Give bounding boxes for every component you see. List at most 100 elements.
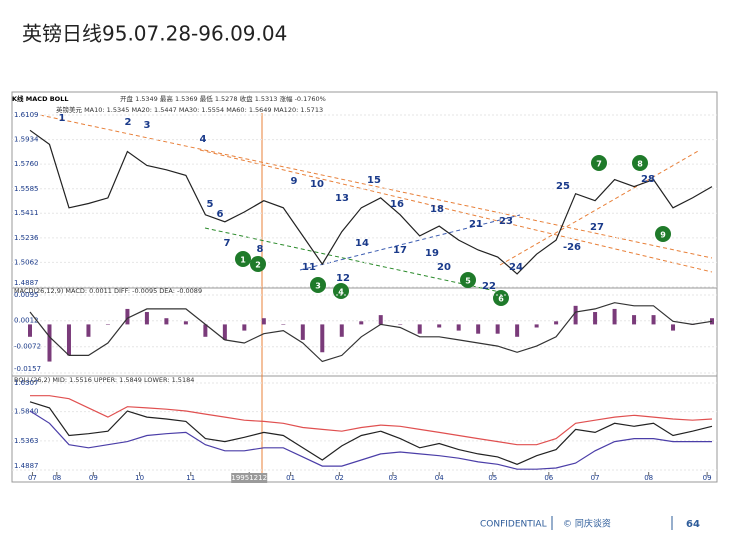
- page-number: 64: [686, 519, 700, 530]
- macd-bar: [222, 324, 227, 340]
- marker-circle: [310, 277, 326, 293]
- wave-label: 1: [59, 113, 66, 124]
- y-tick-label: 1.5411: [14, 209, 39, 217]
- plot: K线 MACD BOLL 开盘 1.5349 最高 1.5369 最低 1.527…: [12, 94, 717, 483]
- wave-label: 27: [590, 222, 604, 233]
- macd-bar: [671, 324, 676, 331]
- macd-bar: [593, 312, 598, 325]
- marker-label: 1: [240, 256, 246, 265]
- macd-bar: [476, 324, 481, 334]
- y-tick-label: 1.5760: [14, 160, 39, 168]
- wave-label: -26: [563, 242, 581, 253]
- y-tick-label: 1.5062: [14, 258, 39, 266]
- wave-label: 8: [257, 244, 264, 255]
- wave-label: 28: [641, 174, 655, 185]
- y-tick-label: -0.0157: [14, 365, 41, 373]
- marker-circle: [235, 251, 251, 267]
- footer-confidential: CONFIDENTIAL: [480, 520, 547, 530]
- wave-label: 22: [482, 281, 496, 292]
- macd-bar: [261, 318, 266, 325]
- marker-label: 7: [596, 160, 602, 169]
- wave-label: 2: [125, 117, 132, 128]
- wave-label: 7: [224, 238, 231, 249]
- wave-label: 21: [469, 219, 483, 230]
- x-tick-label: 01: [286, 474, 295, 482]
- y-tick-label: 0.0012: [14, 317, 39, 325]
- macd-bar: [183, 321, 188, 325]
- wave-label: 20: [437, 262, 451, 273]
- y-tick-label: -0.0072: [14, 343, 41, 351]
- macd-bar: [554, 321, 559, 325]
- macd-bar: [359, 321, 364, 325]
- panel-header: MACD(26,12,9) MACD: 0.0011 DIFF: -0.0095…: [14, 287, 202, 295]
- marker-circle: [655, 226, 671, 242]
- panel-header: 英镑美元 MA10: 1.5345 MA20: 1.5447 MA30: 1.5…: [56, 105, 323, 114]
- y-tick-label: 0.0095: [14, 291, 39, 299]
- x-tick-label: 05: [488, 474, 497, 482]
- footer-source: © 同庆谈资: [563, 518, 611, 530]
- wave-label: 23: [499, 216, 513, 227]
- macd-bar: [651, 315, 656, 325]
- marker-circle: [493, 290, 509, 306]
- marker-label: 9: [660, 231, 666, 240]
- macd-bar: [105, 324, 110, 325]
- x-tick-label: 07: [591, 474, 600, 482]
- wave-label: 10: [310, 179, 324, 190]
- x-tick-label: 06: [544, 474, 553, 482]
- macd-bar: [417, 324, 422, 334]
- marker-label: 8: [637, 160, 643, 169]
- x-tick-label: 09: [703, 474, 712, 482]
- macd-bar: [281, 324, 286, 325]
- wave-label: 4: [200, 134, 207, 145]
- y-tick-label: 1.4887: [14, 462, 39, 470]
- marker-label: 4: [338, 288, 344, 297]
- marker-label: 5: [465, 277, 471, 286]
- y-tick-label: 1.5585: [14, 185, 39, 193]
- macd-bar: [47, 324, 52, 362]
- x-tick-label: 07: [28, 474, 37, 482]
- marker-circle: [632, 155, 648, 171]
- date-highlight: [231, 473, 268, 483]
- y-tick-label: 1.5934: [14, 136, 39, 144]
- wave-label: 3: [144, 120, 151, 131]
- macd-bar: [164, 318, 169, 325]
- macd-bar: [612, 308, 617, 325]
- wave-label: 11: [302, 262, 316, 273]
- wave-label: 6: [217, 209, 224, 220]
- panel-header: BOLL(26,2) MID: 1.5516 UPPER: 1.5849 LOW…: [14, 376, 194, 384]
- wave-label: 12: [336, 273, 350, 284]
- y-tick-label: 1.5236: [14, 234, 39, 242]
- wave-label: 25: [556, 181, 570, 192]
- panel-header: K线 MACD BOLL: [12, 94, 69, 103]
- y-tick-label: 1.6109: [14, 111, 39, 119]
- x-tick-label: 10: [135, 474, 144, 482]
- macd-bar: [573, 305, 578, 325]
- y-tick-label: 1.6307: [14, 379, 39, 387]
- marker-circle: [591, 155, 607, 171]
- macd-bar: [86, 324, 91, 337]
- x-tick-label: 11: [186, 474, 195, 482]
- macd-bar: [320, 324, 325, 353]
- marker-label: 3: [315, 282, 321, 291]
- x-tick-label: 02: [335, 474, 344, 482]
- panel-header: 开盘 1.5349 最高 1.5369 最低 1.5278 收盘 1.5313 …: [120, 94, 326, 103]
- macd-bar: [144, 312, 149, 325]
- series-line: [29, 302, 713, 363]
- macd-bar: [456, 324, 461, 331]
- macd-bar: [378, 315, 383, 325]
- y-tick-label: 1.5840: [14, 408, 39, 416]
- macd-bar: [398, 324, 403, 325]
- wave-label: 13: [335, 193, 349, 204]
- wave-label: 19: [425, 248, 439, 259]
- macd-bar: [125, 308, 130, 325]
- x-tick-label: 08: [52, 474, 61, 482]
- macd-bar: [300, 324, 305, 340]
- series-line: [29, 410, 712, 470]
- wave-label: 17: [393, 245, 407, 256]
- wave-label: 9: [291, 176, 298, 187]
- y-tick-label: 1.5363: [14, 437, 39, 445]
- marker-circle: [250, 256, 266, 272]
- series-line: [30, 395, 713, 446]
